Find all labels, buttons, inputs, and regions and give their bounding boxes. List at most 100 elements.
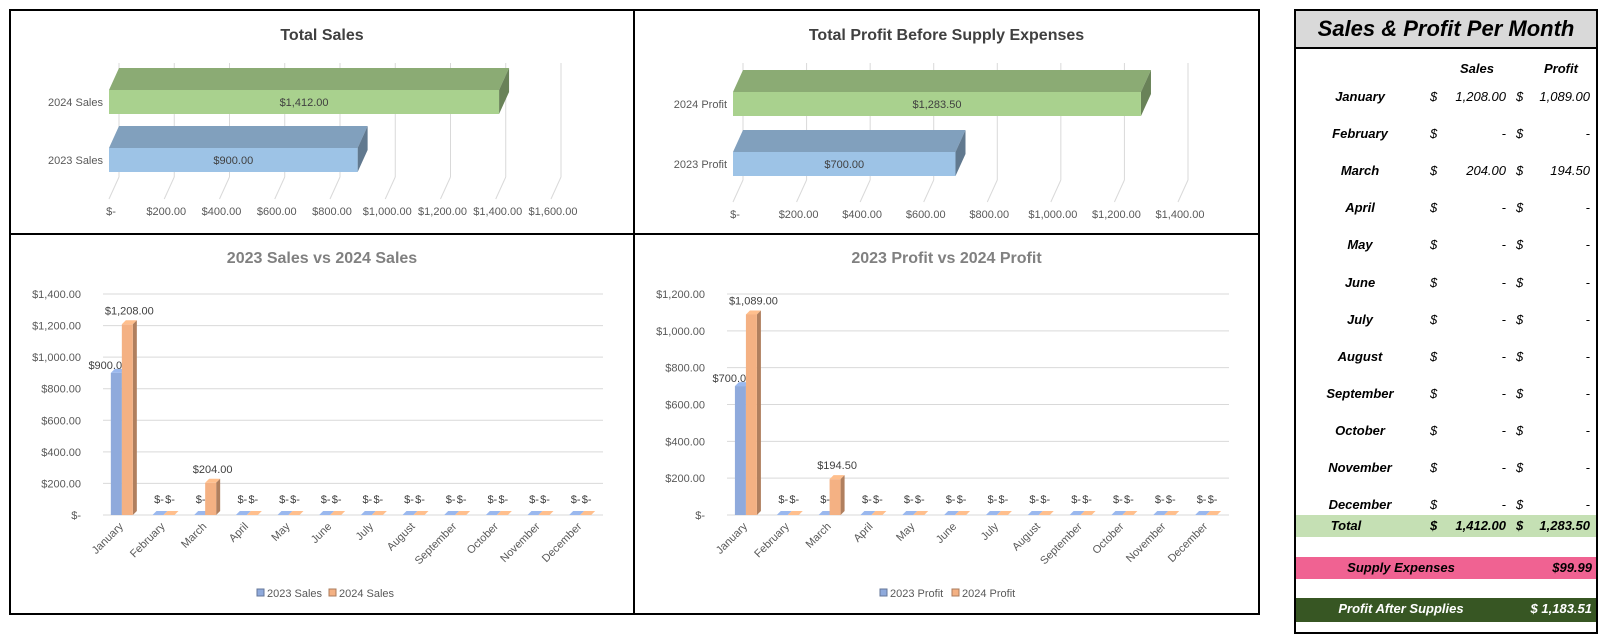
data-label: $- bbox=[321, 494, 331, 506]
column-top bbox=[860, 511, 876, 515]
x-tick-label: May bbox=[894, 520, 918, 544]
profit-after-supplies-row: Profit After Supplies $ 1,183.51 bbox=[1296, 598, 1596, 622]
total-profit-dollar: $ bbox=[1516, 518, 1524, 533]
table-row: December $ - $ - bbox=[1296, 495, 1596, 515]
data-label: $- bbox=[915, 494, 925, 506]
floor-gridline bbox=[1177, 179, 1189, 203]
category-label: 2023 Sales bbox=[48, 155, 104, 167]
data-label: $- bbox=[1029, 494, 1039, 506]
data-label: $- bbox=[789, 494, 799, 506]
total-row: Total $ 1,412.00 $ 1,283.50 bbox=[1296, 515, 1596, 537]
bar-side bbox=[499, 68, 510, 114]
data-label: $- bbox=[1155, 494, 1165, 506]
table-row: July $ - $ - bbox=[1296, 310, 1596, 330]
table-row: November $ - $ - bbox=[1296, 458, 1596, 478]
x-tick-label: December bbox=[540, 520, 585, 565]
column-top bbox=[163, 511, 179, 515]
sales-dollar: $ bbox=[1430, 126, 1438, 142]
column-top bbox=[319, 511, 335, 515]
table-row: September $ - $ - bbox=[1296, 384, 1596, 404]
data-label: $- bbox=[582, 494, 592, 506]
data-label: $900.00 bbox=[88, 360, 128, 372]
column-side bbox=[840, 475, 845, 515]
x-tick-label: November bbox=[1124, 520, 1169, 565]
table-title: Sales & Profit Per Month bbox=[1296, 11, 1596, 49]
month-cell: November bbox=[1328, 460, 1392, 475]
x-tick-label: February bbox=[128, 520, 168, 560]
profit-value: - bbox=[1585, 385, 1590, 401]
column-top bbox=[1069, 511, 1085, 515]
y-tick-label: $800.00 bbox=[665, 363, 705, 375]
data-label: $- bbox=[1197, 494, 1207, 506]
category-label: 2024 Profit bbox=[674, 99, 727, 111]
column-top bbox=[902, 511, 918, 515]
supply-expenses-label: Supply Expenses bbox=[1347, 560, 1455, 575]
legend-swatch bbox=[328, 588, 337, 597]
data-label: $- bbox=[290, 494, 300, 506]
table-row: June $ - $ - bbox=[1296, 273, 1596, 293]
floor-gridline bbox=[163, 176, 175, 200]
table-row: January $1,208.00 $1,089.00 bbox=[1296, 87, 1596, 107]
bar-value-label: $700.00 bbox=[824, 159, 864, 171]
floor-gridline bbox=[384, 176, 396, 200]
floor-gridline bbox=[440, 176, 451, 200]
y-tick-label: $1,200.00 bbox=[656, 289, 705, 301]
data-label: $- bbox=[862, 494, 872, 506]
profit-dollar: $ bbox=[1516, 126, 1524, 142]
month-cell: January bbox=[1335, 89, 1385, 104]
month-cell: March bbox=[1340, 163, 1380, 179]
month-cell: May bbox=[1347, 237, 1373, 253]
data-label: $- bbox=[237, 494, 247, 506]
data-label: $- bbox=[404, 494, 414, 506]
y-tick-label: $600.00 bbox=[665, 400, 705, 412]
data-label: $- bbox=[332, 494, 342, 506]
data-label: $- bbox=[487, 494, 497, 506]
data-label: $- bbox=[1166, 494, 1176, 506]
x-tick-label: $1,000.00 bbox=[363, 206, 412, 218]
x-tick-label: $- bbox=[106, 206, 116, 218]
profit-after-supplies-value: $ 1,183.51 bbox=[1530, 601, 1592, 616]
x-tick-label: July bbox=[979, 520, 1002, 543]
bar-top bbox=[733, 70, 1151, 92]
data-label: $- bbox=[904, 494, 914, 506]
data-label: $- bbox=[988, 494, 998, 506]
column-top bbox=[413, 511, 429, 515]
profit-dollar: $ bbox=[1516, 460, 1524, 475]
floor-gridline bbox=[986, 179, 998, 203]
profit-value: - bbox=[1585, 237, 1590, 253]
data-label: $1,089.00 bbox=[729, 295, 778, 307]
profit-after-supplies-label: Profit After Supplies bbox=[1338, 601, 1464, 616]
column-top bbox=[277, 511, 293, 515]
data-label: $- bbox=[415, 494, 425, 506]
category-label: 2023 Profit bbox=[674, 159, 727, 171]
x-tick-label: June bbox=[309, 521, 334, 546]
column-top bbox=[996, 511, 1012, 515]
x-tick-label: October bbox=[1090, 520, 1126, 556]
column-top bbox=[871, 511, 887, 515]
data-label: $- bbox=[457, 494, 467, 506]
floor-gridline bbox=[923, 179, 935, 203]
profit-value: - bbox=[1585, 422, 1590, 438]
column-top bbox=[985, 511, 1001, 515]
month-cell: July bbox=[1346, 311, 1373, 327]
category-label: 2024 Sales bbox=[48, 97, 104, 109]
table-row: April $ - $ - bbox=[1296, 198, 1596, 218]
x-tick-label: March bbox=[179, 521, 209, 551]
sales-dollar: $ bbox=[1430, 422, 1438, 438]
data-label: $- bbox=[1208, 494, 1218, 506]
data-label: $- bbox=[957, 494, 967, 506]
table-row: March $204.00 $194.50 bbox=[1296, 161, 1596, 181]
month-cell: September bbox=[1326, 385, 1394, 401]
floor-gridline bbox=[550, 176, 562, 200]
sales-value: 204.00 bbox=[1466, 163, 1506, 179]
profit-value: 1,089.00 bbox=[1539, 89, 1590, 104]
legend-label: 2024 Profit bbox=[962, 588, 1015, 600]
data-label: $194.50 bbox=[817, 460, 857, 472]
profit-value: - bbox=[1585, 460, 1590, 475]
data-label: $- bbox=[248, 494, 258, 506]
x-tick-label: $1,400.00 bbox=[473, 206, 522, 218]
column bbox=[734, 386, 746, 515]
chart-title: Total Profit Before Supply Expenses bbox=[809, 27, 1084, 44]
data-label: $- bbox=[999, 494, 1009, 506]
x-tick-label: $1,200.00 bbox=[418, 206, 467, 218]
